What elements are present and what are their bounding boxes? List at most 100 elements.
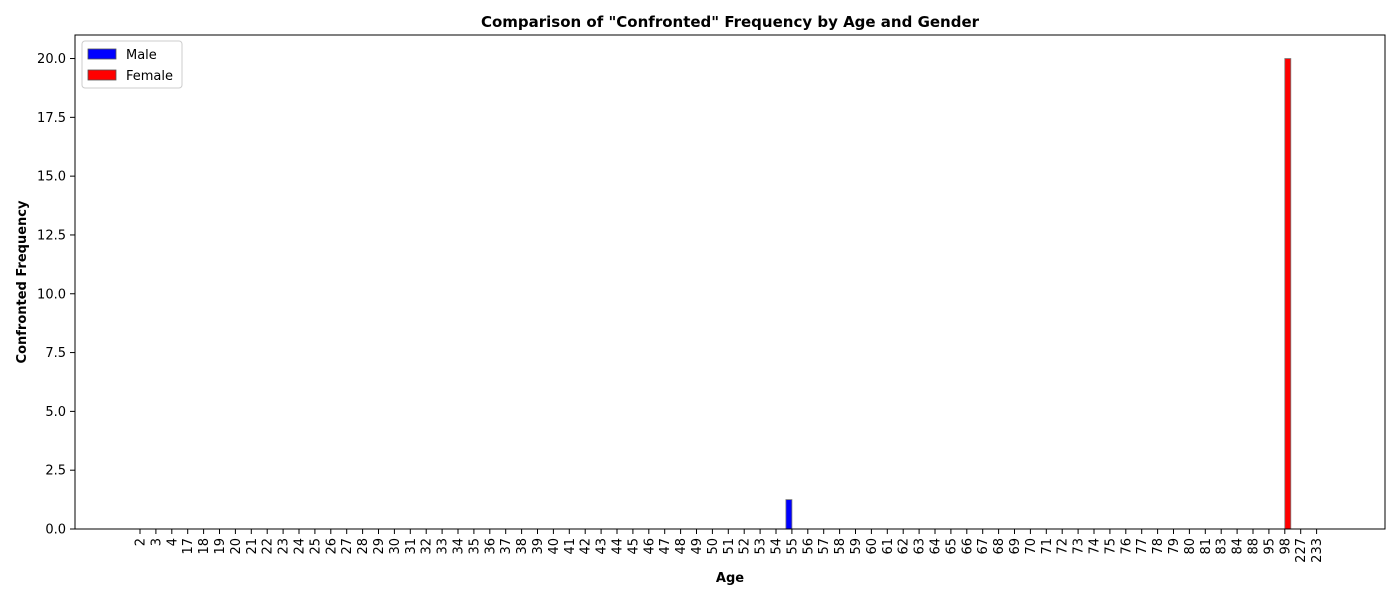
x-tick-label: 88 [1247, 538, 1262, 555]
x-tick-label: 46 [642, 538, 657, 555]
x-tick-label: 62 [897, 538, 912, 555]
x-tick-label: 95 [1262, 538, 1277, 555]
x-tick-label: 35 [467, 538, 482, 555]
x-axis-label: Age [716, 571, 744, 586]
x-tick-label: 51 [722, 538, 737, 555]
x-tick-label: 30 [388, 538, 403, 555]
x-tick-label: 61 [881, 538, 896, 555]
x-tick-label: 78 [1151, 538, 1166, 555]
x-tick-label: 73 [1072, 538, 1087, 555]
x-tick-label: 33 [436, 538, 451, 555]
x-tick-label: 57 [817, 538, 832, 555]
y-tick-label: 10.0 [37, 287, 66, 302]
x-tick-label: 49 [690, 538, 705, 555]
legend-label-male: Male [126, 48, 157, 63]
bar-male-age-55 [785, 499, 793, 530]
x-tick-label: 53 [754, 538, 769, 555]
y-tick-label: 0.0 [45, 523, 66, 538]
legend-swatch-female [87, 69, 117, 81]
x-tick-label: 64 [929, 538, 944, 555]
bar-female-age-98 [1284, 58, 1292, 530]
x-tick-label: 3 [149, 538, 164, 546]
x-tick-label: 47 [658, 538, 673, 555]
y-axis-label: Confronted Frequency [15, 200, 30, 363]
x-axis-ticks: 2 3 4 17 18 19 20 21 22 23 24 25 26 27 28 29 30 31 32 33 34 3… [134, 529, 1325, 563]
x-tick-label: 55 [785, 538, 800, 555]
x-tick-label: 28 [356, 538, 371, 555]
x-tick-label: 98 [1278, 538, 1293, 555]
x-tick-label: 233 [1310, 538, 1325, 563]
x-tick-label: 66 [960, 538, 975, 555]
x-tick-label: 74 [1088, 538, 1103, 555]
x-tick-label: 83 [1215, 538, 1230, 555]
x-tick-label: 20 [229, 538, 244, 555]
x-tick-label: 25 [308, 538, 323, 555]
x-tick-label: 48 [674, 538, 689, 555]
x-tick-label: 24 [293, 538, 308, 555]
y-tick-label: 5.0 [45, 405, 66, 420]
x-tick-label: 37 [499, 538, 514, 555]
y-axis-ticks: 0.0 2.5 5.0 7.5 10.0 12.5 15.0 17.5 20.0 [37, 52, 75, 538]
x-tick-label: 19 [213, 538, 228, 555]
y-tick-label: 17.5 [37, 111, 66, 126]
y-tick-label: 7.5 [45, 346, 66, 361]
x-tick-label: 77 [1135, 538, 1150, 555]
bars-layer [785, 58, 1292, 530]
x-tick-label: 56 [801, 538, 816, 555]
plot-area-frame [74, 34, 1386, 530]
x-tick-label: 58 [833, 538, 848, 555]
x-tick-label: 32 [420, 538, 435, 555]
x-tick-label: 41 [563, 538, 578, 555]
x-tick-label: 69 [1008, 538, 1023, 555]
legend-swatch-male [87, 48, 117, 60]
x-tick-label: 45 [626, 538, 641, 555]
x-tick-label: 75 [1103, 538, 1118, 555]
y-tick-label: 15.0 [37, 170, 66, 185]
x-tick-label: 63 [913, 538, 928, 555]
x-tick-label: 72 [1056, 538, 1071, 555]
x-tick-label: 50 [706, 538, 721, 555]
y-tick-label: 20.0 [37, 52, 66, 67]
x-tick-label: 81 [1199, 538, 1214, 555]
x-tick-label: 54 [770, 538, 785, 555]
x-tick-label: 22 [261, 538, 276, 555]
x-tick-label: 68 [992, 538, 1007, 555]
x-tick-label: 60 [865, 538, 880, 555]
x-tick-label: 65 [944, 538, 959, 555]
x-tick-label: 80 [1183, 538, 1198, 555]
x-tick-label: 31 [404, 538, 419, 555]
x-tick-label: 71 [1040, 538, 1055, 555]
x-tick-label: 70 [1024, 538, 1039, 555]
legend-label-female: Female [126, 69, 173, 84]
x-tick-label: 52 [738, 538, 753, 555]
x-tick-label: 40 [547, 538, 562, 555]
x-tick-label: 59 [849, 538, 864, 555]
x-tick-label: 21 [245, 538, 260, 555]
x-tick-label: 18 [197, 538, 212, 555]
x-tick-label: 34 [452, 538, 467, 555]
x-tick-label: 4 [165, 538, 180, 546]
x-tick-label: 17 [181, 538, 196, 555]
x-tick-label: 23 [277, 538, 292, 555]
x-tick-label: 42 [579, 538, 594, 555]
chart-title: Comparison of "Confronted" Frequency by … [481, 13, 980, 31]
x-tick-label: 29 [372, 538, 387, 555]
y-tick-label: 2.5 [45, 464, 66, 479]
x-tick-label: 67 [976, 538, 991, 555]
x-tick-label: 26 [324, 538, 339, 555]
x-tick-label: 227 [1294, 538, 1309, 563]
x-tick-label: 38 [515, 538, 530, 555]
y-tick-label: 12.5 [37, 228, 66, 243]
x-tick-label: 36 [483, 538, 498, 555]
x-tick-label: 2 [134, 538, 149, 546]
x-tick-label: 27 [340, 538, 355, 555]
x-tick-label: 79 [1167, 538, 1182, 555]
x-tick-label: 76 [1119, 538, 1134, 555]
x-tick-label: 43 [595, 538, 610, 555]
x-tick-label: 39 [531, 538, 546, 555]
chart-legend: Male Female [81, 40, 183, 89]
x-tick-label: 44 [611, 538, 626, 555]
x-tick-label: 84 [1231, 538, 1246, 555]
